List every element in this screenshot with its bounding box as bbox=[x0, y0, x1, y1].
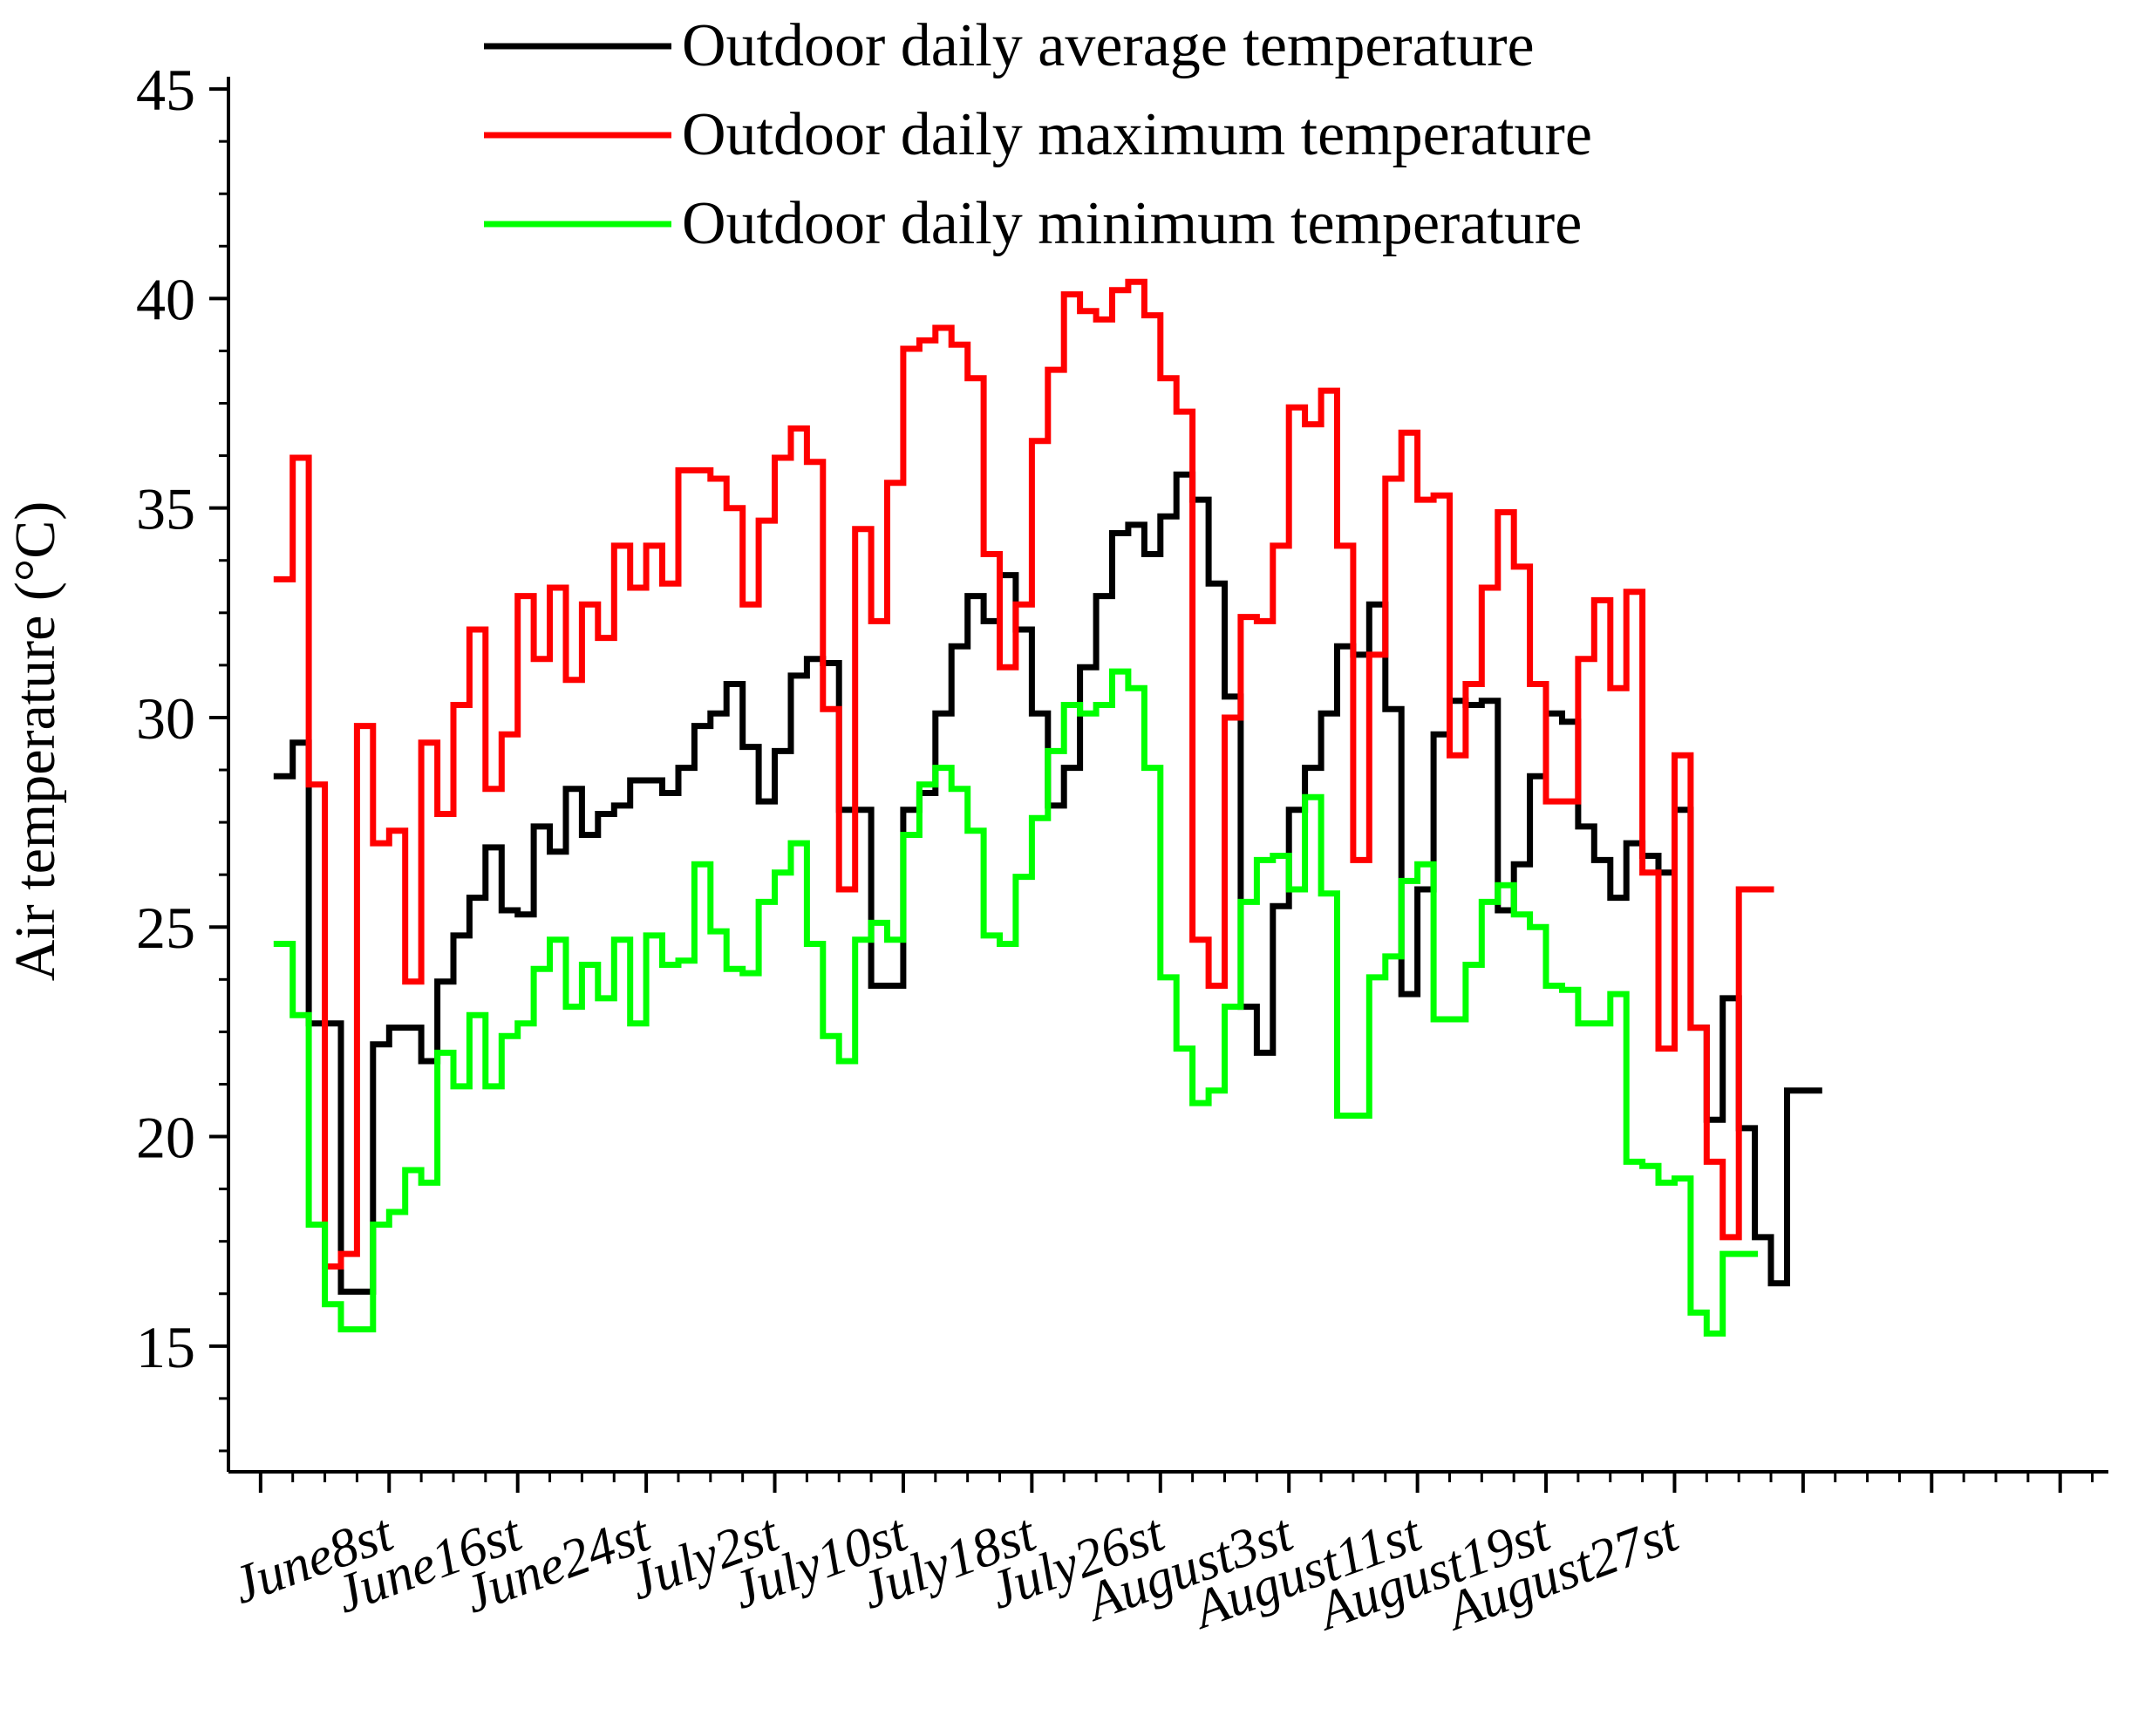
y-axis-label: Air temperature (°C) bbox=[3, 501, 67, 982]
x-tick-label: August27st bbox=[1436, 1503, 1687, 1643]
series-group bbox=[273, 278, 1822, 1337]
legend: Outdoor daily average temperature Outdoor… bbox=[484, 12, 1592, 257]
y-tick-label: 35 bbox=[136, 476, 195, 542]
legend-label: Outdoor daily minimum temperature bbox=[682, 190, 1582, 257]
legend-label: Outdoor daily average temperature bbox=[682, 12, 1535, 79]
y-tick-label: 30 bbox=[136, 685, 195, 752]
y-tick-label: 20 bbox=[136, 1105, 195, 1171]
series-line-2 bbox=[273, 668, 1759, 1337]
y-tick-label: 40 bbox=[136, 266, 195, 332]
series-line-1 bbox=[273, 278, 1774, 1270]
legend-label: Outdoor daily maximum temperature bbox=[682, 101, 1592, 168]
series-line-0 bbox=[273, 471, 1822, 1295]
y-tick-label: 45 bbox=[136, 57, 195, 123]
y-tick-label: 15 bbox=[136, 1314, 195, 1380]
y-tick-label: 25 bbox=[136, 895, 195, 961]
